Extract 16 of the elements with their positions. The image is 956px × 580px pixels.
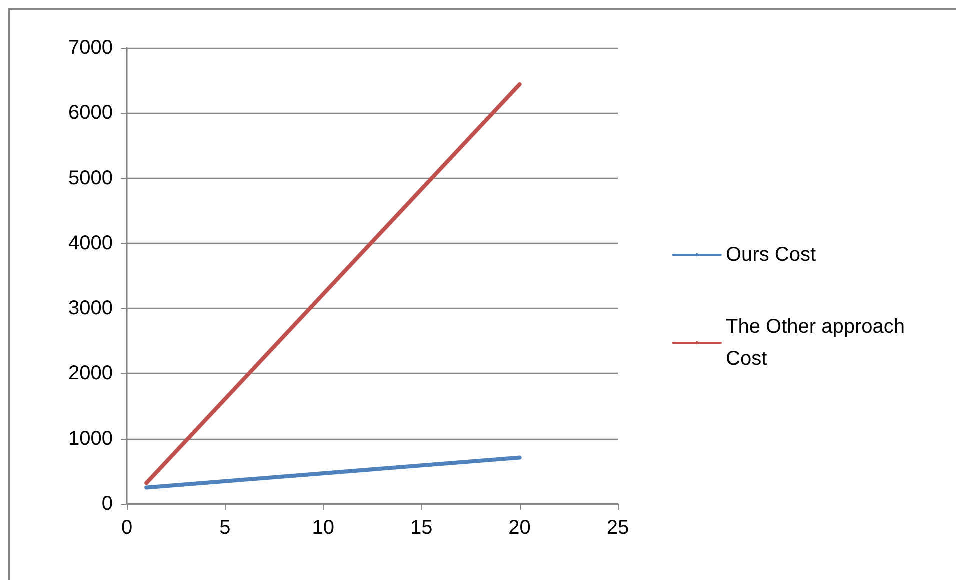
y-tick-label: 4000: [68, 232, 113, 254]
legend-label: Ours Cost: [726, 244, 816, 266]
y-tick-label: 7000: [68, 37, 113, 59]
y-tick-label: 6000: [68, 102, 113, 124]
y-tick-label: 0: [102, 493, 113, 515]
y-tick-label: 2000: [68, 362, 113, 385]
x-tick-label: 5: [220, 517, 231, 539]
x-tick-label: 20: [508, 517, 531, 539]
y-tick-label: 1000: [68, 428, 113, 450]
y-tick-label: 5000: [68, 167, 113, 190]
legend-label: The Other approach Cost: [726, 316, 911, 370]
x-tick-label: 25: [606, 517, 630, 539]
x-tick-label: 10: [312, 517, 335, 539]
x-tick-label: 15: [410, 517, 433, 539]
x-tick-label: 0: [121, 517, 133, 539]
y-tick-label: 3000: [68, 298, 113, 320]
